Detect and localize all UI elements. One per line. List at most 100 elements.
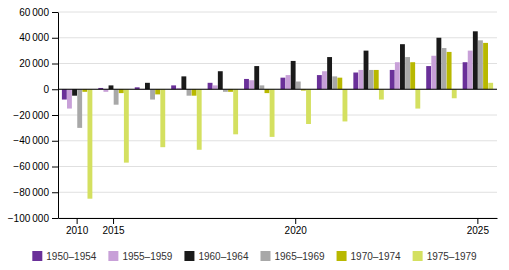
y-tick-label: 60 000	[19, 7, 49, 18]
legend-swatch	[413, 251, 423, 261]
bar	[233, 89, 238, 134]
bar	[390, 70, 395, 89]
legend-item: 1950–1954	[32, 251, 96, 262]
bar-series	[87, 83, 493, 199]
y-tick-mark	[52, 12, 58, 13]
y-tick: −40 000	[13, 135, 58, 146]
bar	[197, 89, 202, 150]
bar	[337, 78, 342, 90]
bar	[473, 31, 478, 89]
bar	[374, 70, 379, 89]
bar	[208, 83, 213, 89]
bar	[468, 51, 473, 90]
bar	[291, 61, 296, 89]
x-axis-line	[59, 218, 498, 219]
legend-label: 1965–1969	[275, 251, 325, 262]
bar-series	[72, 31, 478, 95]
legend-item: 1975–1979	[413, 251, 477, 262]
grid-line	[58, 89, 497, 90]
y-tick: 40 000	[19, 32, 58, 43]
bar	[171, 85, 176, 89]
bar	[109, 85, 114, 89]
y-tick-label: −80 000	[13, 187, 49, 198]
bar	[249, 80, 254, 89]
x-tick-mark	[77, 218, 78, 224]
bar	[286, 75, 291, 89]
y-tick: 60 000	[19, 7, 58, 18]
y-tick: −60 000	[13, 161, 58, 172]
bar	[77, 89, 82, 128]
bar	[87, 89, 92, 198]
grid-line	[58, 140, 497, 141]
y-tick-mark	[52, 218, 58, 219]
bar	[187, 89, 192, 95]
y-axis-line	[58, 13, 59, 219]
legend-swatch	[337, 251, 347, 261]
legend-swatch	[184, 251, 194, 261]
grid-line	[58, 63, 497, 64]
legend-swatch	[261, 251, 271, 261]
bar	[369, 70, 374, 89]
y-tick: −80 000	[13, 187, 58, 198]
bar	[452, 89, 457, 98]
y-tick-mark	[52, 141, 58, 142]
bar	[332, 76, 337, 89]
bar	[265, 89, 270, 93]
bar	[296, 82, 301, 90]
y-tick-label: −60 000	[13, 161, 49, 172]
bar	[478, 40, 483, 89]
bar	[442, 48, 447, 89]
y-axis: −100 000−80 000−60 000−40 000−20 000020 …	[8, 7, 59, 224]
grid-line	[58, 115, 497, 116]
bar	[426, 66, 431, 89]
legend-item: 1970–1974	[337, 251, 401, 262]
bar	[463, 62, 468, 89]
y-tick-label: −100 000	[8, 213, 50, 224]
bar	[379, 89, 384, 99]
legend-label: 1950–1954	[46, 251, 96, 262]
bar	[259, 85, 264, 89]
bar	[270, 89, 275, 137]
bar	[280, 78, 285, 90]
x-tick-mark	[113, 218, 114, 224]
y-tick-mark	[52, 192, 58, 193]
bar-series	[82, 43, 488, 96]
bar	[483, 43, 488, 89]
bar	[364, 51, 369, 90]
y-tick-label: −40 000	[13, 135, 49, 146]
bar-series	[77, 40, 483, 128]
x-tick-label: 2020	[285, 225, 308, 236]
grid-line	[58, 166, 497, 167]
bar	[436, 38, 441, 90]
bar	[67, 89, 72, 108]
bar	[213, 85, 218, 89]
grid-line	[58, 192, 497, 193]
bar	[400, 44, 405, 89]
bar	[160, 89, 165, 147]
grid-line	[58, 218, 497, 219]
bar	[358, 70, 363, 89]
bar	[72, 89, 77, 95]
x-tick: 2020	[285, 218, 308, 236]
x-tick: 2025	[467, 218, 490, 236]
y-tick: 0	[43, 84, 58, 95]
x-tick-label: 2015	[102, 225, 125, 236]
bar	[218, 71, 223, 89]
x-axis: 2010201520202025	[59, 218, 498, 236]
bar	[415, 89, 420, 108]
bars	[62, 31, 493, 198]
legend-label: 1970–1974	[351, 251, 401, 262]
y-tick-mark	[52, 64, 58, 65]
bar	[405, 57, 410, 89]
legend-item: 1965–1969	[261, 251, 325, 262]
bar	[254, 66, 259, 89]
x-tick-mark	[295, 218, 296, 224]
legend: 1950–19541955–19591960–19641965–19691970…	[32, 251, 477, 262]
x-tick-mark	[477, 218, 478, 224]
grid	[58, 12, 497, 218]
y-tick: −100 000	[8, 213, 58, 224]
y-tick-mark	[52, 167, 58, 168]
y-tick-mark	[52, 115, 58, 116]
bar	[488, 83, 493, 89]
bar	[431, 56, 436, 89]
